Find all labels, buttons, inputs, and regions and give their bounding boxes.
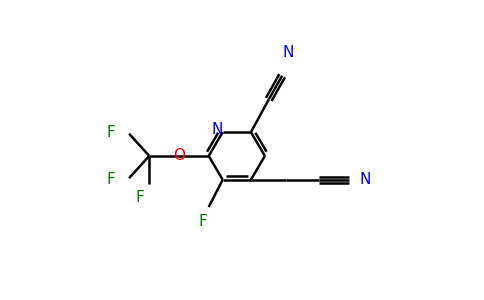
Text: N: N <box>360 172 371 187</box>
Text: N: N <box>283 45 294 60</box>
Text: F: F <box>135 190 144 205</box>
Text: F: F <box>107 125 116 140</box>
Text: N: N <box>211 122 223 137</box>
Text: F: F <box>199 214 208 230</box>
Text: F: F <box>107 172 116 187</box>
Text: O: O <box>173 148 185 163</box>
